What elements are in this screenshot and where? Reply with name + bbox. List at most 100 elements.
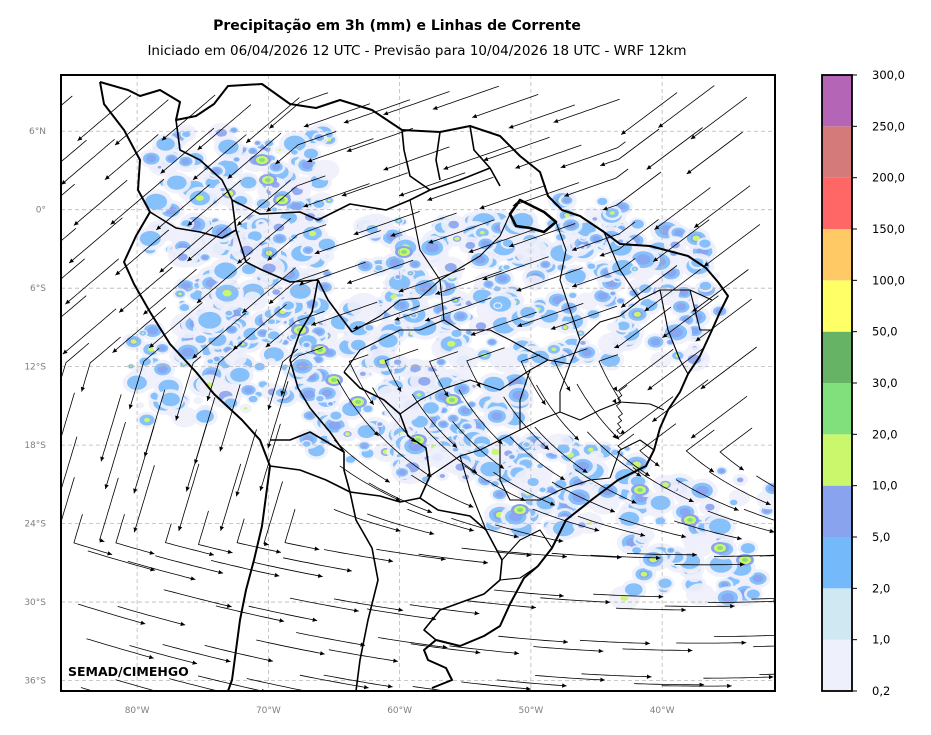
streamline [198,675,264,691]
streamline [117,606,186,626]
streamline [299,261,366,286]
streamline [61,138,115,185]
streamline-arrow [559,475,565,480]
streamline-arrow [187,256,193,262]
streamline [495,524,564,542]
streamline [204,645,273,662]
streamline [99,477,119,542]
lat-tick-label: 30°S [24,598,46,608]
lat-tick-label: 6°S [30,284,46,294]
streamline [482,256,549,281]
colorbar-segment [822,75,852,127]
streamline-arrow [598,648,604,654]
streamline [452,421,505,470]
streamline [115,229,170,276]
streamline [472,94,539,118]
streamline [267,380,289,449]
streamline-arrow [443,165,449,170]
streamline [376,548,446,560]
streamline [654,187,711,230]
streamline [197,104,252,151]
streamline [398,268,465,293]
streamline [428,219,495,244]
streamline [232,304,287,351]
streamline-arrow [343,119,349,124]
streamline [328,649,398,662]
colorbar-label: 250,0 [872,119,905,133]
streamline [284,508,320,550]
streamline [520,354,546,406]
streamline [509,436,566,481]
streamline-arrow [180,621,186,627]
streamline-arrow [768,674,774,680]
streamline [466,347,505,388]
streamline-arrow [427,196,433,201]
lon-tick-label: 50°W [518,706,543,716]
streamline-arrow [703,261,709,267]
streamline [517,303,584,327]
streamline-arrow [341,192,347,197]
streamline-arrow [435,290,441,295]
lon-tick-label: 40°W [650,706,675,716]
streamline [503,396,550,451]
streamline-arrow [612,433,618,439]
streamline [553,98,620,123]
streamline [77,95,132,142]
streamline [333,509,401,532]
streamline-arrow [600,162,606,167]
streamline-arrow [280,390,285,396]
streamline [435,270,502,295]
streamline [266,175,326,213]
streamline-arrow [100,456,105,462]
streamline-arrow [574,435,579,441]
streamline [614,306,672,349]
streamline [496,679,567,687]
streamline-arrow [73,220,79,226]
streamline-arrow [562,554,568,559]
streamline [632,467,694,503]
streamline-arrow [468,248,474,253]
streamline [61,95,73,107]
streamline-arrow [636,472,642,477]
streamline [423,427,478,474]
streamline [411,393,458,448]
streamline-arrow [516,287,522,292]
streamline [662,295,719,339]
streamline-arrow [550,325,556,330]
streamline [626,553,697,556]
streamline [333,598,404,611]
streamline-arrow [582,468,588,473]
streamline-arrow [187,221,193,226]
streamline [73,179,128,226]
streamline [693,185,751,229]
colorbar-segment [822,280,852,332]
streamline [105,421,126,490]
streamline [256,639,325,655]
streamline [577,515,646,537]
streamline [409,604,480,615]
streamline-arrow [549,501,555,506]
streamline [581,673,652,678]
streamline [571,257,636,288]
streamline-arrow [311,321,317,326]
streamline-arrow [709,467,715,473]
streamline [104,134,159,181]
streamline [61,342,90,381]
streamline [464,465,526,502]
streamline [323,674,393,688]
streamline [384,348,419,392]
streamline [590,554,661,559]
streamline [61,392,75,440]
streamline-arrow [647,385,653,391]
streamline [461,547,532,556]
streamline-arrow [265,342,271,348]
streamline [703,676,774,679]
streamline-arrow [616,555,622,560]
streamline [65,258,119,305]
streamline [62,308,117,355]
streamline [236,429,257,497]
streamline-arrow [303,203,309,208]
streamline [550,305,618,330]
streamline-arrow [299,280,305,286]
streamline [390,212,457,237]
